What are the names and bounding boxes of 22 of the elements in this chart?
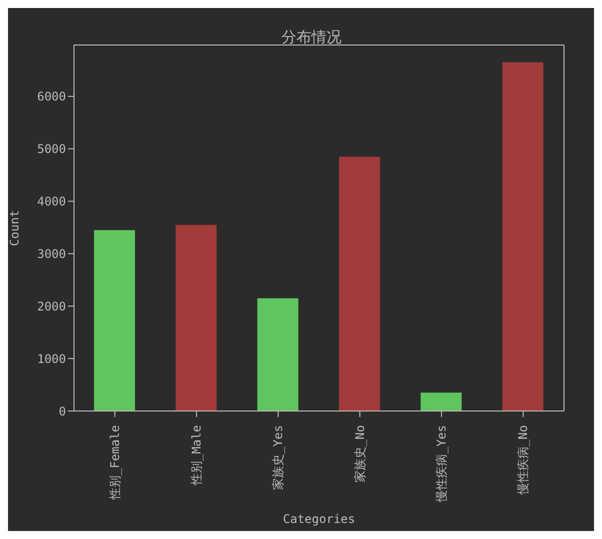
bar xyxy=(339,156,380,411)
y-tick-label: 5000 xyxy=(37,142,66,156)
bar xyxy=(94,230,135,411)
bar xyxy=(502,62,544,411)
x-tick-label: 慢性疾病_No xyxy=(516,425,530,496)
bar xyxy=(257,298,298,411)
y-axis-title: Count xyxy=(7,210,22,246)
y-tick-label: 6000 xyxy=(37,90,66,104)
y-tick-label: 2000 xyxy=(37,299,66,314)
bar xyxy=(420,392,462,411)
y-tick-label: 3000 xyxy=(37,246,66,261)
y-tick-label: 0 xyxy=(58,404,66,418)
x-tick-label: 家族史_Yes xyxy=(271,425,286,490)
y-tick-label: 4000 xyxy=(37,194,66,209)
x-tick-label: 慢性疾病_Yes xyxy=(434,425,448,503)
y-tick-label: 1000 xyxy=(37,352,66,366)
chart-title: 分布情况 xyxy=(280,28,342,47)
x-tick-label: 家族史_No xyxy=(352,425,367,483)
x-tick-label: 性别_Male xyxy=(190,425,204,486)
bar xyxy=(176,224,217,411)
x-axis-title: Categories xyxy=(282,512,356,526)
x-tick-label: 性别_Female xyxy=(108,425,122,501)
